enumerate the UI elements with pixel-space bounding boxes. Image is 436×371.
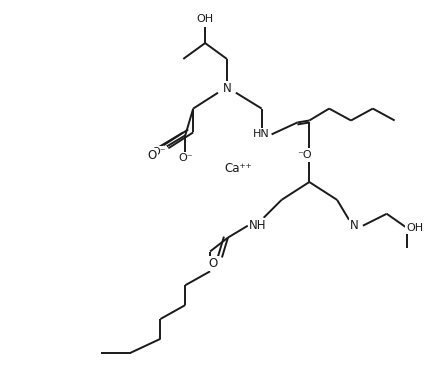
Text: N: N bbox=[222, 82, 232, 95]
Text: OH: OH bbox=[406, 223, 423, 233]
Text: HN: HN bbox=[253, 129, 270, 139]
Text: O⁻: O⁻ bbox=[151, 147, 166, 157]
Text: O⁻: O⁻ bbox=[178, 153, 193, 163]
Text: OH: OH bbox=[197, 14, 214, 24]
Text: Ca⁺⁺: Ca⁺⁺ bbox=[224, 162, 252, 175]
Text: NH: NH bbox=[249, 219, 266, 232]
Text: O: O bbox=[148, 149, 157, 162]
Text: N: N bbox=[350, 219, 358, 232]
Text: O: O bbox=[208, 257, 218, 270]
Text: ⁻O: ⁻O bbox=[297, 150, 312, 160]
